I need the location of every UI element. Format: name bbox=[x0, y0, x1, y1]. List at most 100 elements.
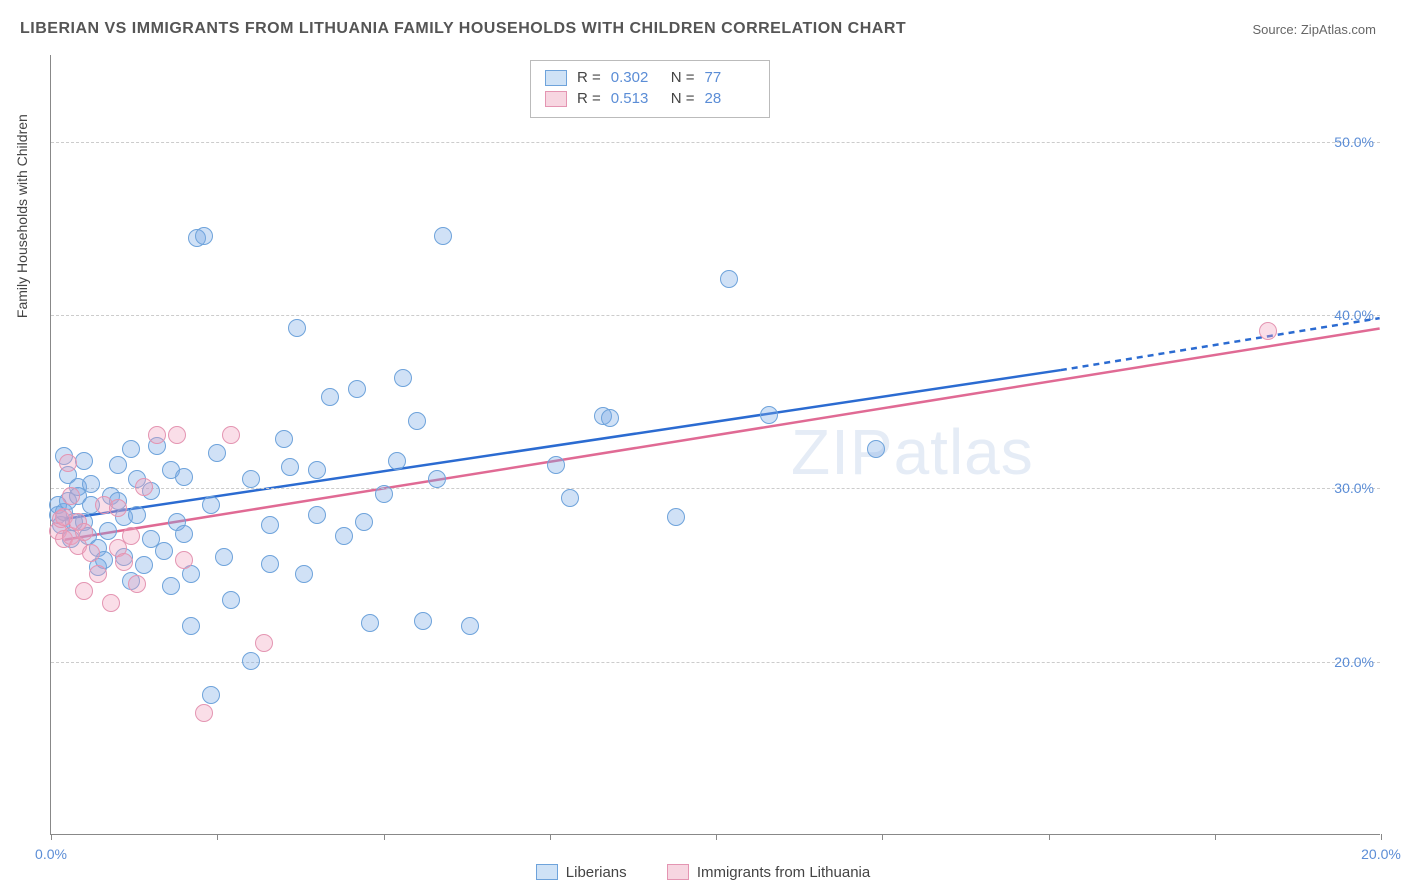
r-value-lithuania: 0.513 bbox=[611, 90, 661, 107]
data-point bbox=[288, 319, 306, 337]
data-point bbox=[601, 409, 619, 427]
data-point bbox=[75, 452, 93, 470]
grid-line bbox=[51, 315, 1380, 316]
y-axis-title: Family Households with Children bbox=[14, 114, 30, 318]
data-point bbox=[720, 270, 738, 288]
data-point bbox=[168, 426, 186, 444]
data-point bbox=[261, 555, 279, 573]
data-point bbox=[867, 440, 885, 458]
data-point bbox=[261, 516, 279, 534]
data-point bbox=[59, 454, 77, 472]
grid-line bbox=[51, 488, 1380, 489]
data-point bbox=[175, 525, 193, 543]
data-point bbox=[195, 704, 213, 722]
data-point bbox=[135, 556, 153, 574]
data-point bbox=[82, 544, 100, 562]
data-point bbox=[308, 506, 326, 524]
data-point bbox=[434, 227, 452, 245]
y-tick-label: 50.0% bbox=[1334, 134, 1382, 150]
x-tick bbox=[217, 834, 218, 840]
legend-item-lithuania: Immigrants from Lithuania bbox=[667, 864, 870, 881]
data-point bbox=[102, 594, 120, 612]
data-point bbox=[275, 430, 293, 448]
x-tick-label: 20.0% bbox=[1361, 846, 1401, 862]
r-label: R = bbox=[577, 69, 601, 86]
stats-row-lithuania: R = 0.513 N = 28 bbox=[545, 88, 755, 109]
chart-title: LIBERIAN VS IMMIGRANTS FROM LITHUANIA FA… bbox=[20, 20, 906, 38]
y-tick-label: 30.0% bbox=[1334, 480, 1382, 496]
data-point bbox=[561, 489, 579, 507]
data-point bbox=[122, 527, 140, 545]
data-point bbox=[414, 612, 432, 630]
data-point bbox=[89, 565, 107, 583]
data-point bbox=[122, 440, 140, 458]
data-point bbox=[242, 470, 260, 488]
data-point bbox=[99, 522, 117, 540]
data-point bbox=[760, 406, 778, 424]
data-point bbox=[128, 506, 146, 524]
source-prefix: Source: bbox=[1252, 22, 1300, 37]
trend-lines bbox=[51, 55, 1380, 834]
x-tick bbox=[1381, 834, 1382, 840]
data-point bbox=[109, 499, 127, 517]
data-point bbox=[388, 452, 406, 470]
data-point bbox=[375, 485, 393, 503]
legend-label-liberians: Liberians bbox=[566, 864, 627, 881]
data-point bbox=[361, 614, 379, 632]
legend-swatch-lithuania bbox=[667, 864, 689, 880]
data-point bbox=[394, 369, 412, 387]
data-point bbox=[155, 542, 173, 560]
data-point bbox=[255, 634, 273, 652]
data-point bbox=[175, 551, 193, 569]
data-point bbox=[62, 487, 80, 505]
legend-swatch-liberians bbox=[536, 864, 558, 880]
data-point bbox=[202, 686, 220, 704]
data-point bbox=[148, 426, 166, 444]
data-point bbox=[348, 380, 366, 398]
n-label: N = bbox=[671, 90, 695, 107]
data-point bbox=[202, 496, 220, 514]
data-point bbox=[135, 478, 153, 496]
data-point bbox=[222, 426, 240, 444]
data-point bbox=[215, 548, 233, 566]
data-point bbox=[428, 470, 446, 488]
plot-area: ZIPatlas 20.0%30.0%40.0%50.0%0.0%20.0% bbox=[50, 55, 1380, 835]
legend-label-lithuania: Immigrants from Lithuania bbox=[697, 864, 870, 881]
x-tick-label: 0.0% bbox=[35, 846, 67, 862]
data-point bbox=[461, 617, 479, 635]
data-point bbox=[82, 475, 100, 493]
y-tick-label: 20.0% bbox=[1334, 654, 1382, 670]
data-point bbox=[208, 444, 226, 462]
data-point bbox=[408, 412, 426, 430]
bottom-legend: Liberians Immigrants from Lithuania bbox=[0, 864, 1406, 885]
n-label: N = bbox=[671, 69, 695, 86]
source-name: ZipAtlas.com bbox=[1301, 22, 1376, 37]
data-point bbox=[295, 565, 313, 583]
x-tick bbox=[51, 834, 52, 840]
chart-container: LIBERIAN VS IMMIGRANTS FROM LITHUANIA FA… bbox=[0, 0, 1406, 892]
data-point bbox=[242, 652, 260, 670]
watermark: ZIPatlas bbox=[791, 415, 1034, 489]
data-point bbox=[115, 553, 133, 571]
n-value-liberians: 77 bbox=[705, 69, 755, 86]
data-point bbox=[355, 513, 373, 531]
data-point bbox=[281, 458, 299, 476]
x-tick bbox=[384, 834, 385, 840]
n-value-lithuania: 28 bbox=[705, 90, 755, 107]
data-point bbox=[1259, 322, 1277, 340]
r-label: R = bbox=[577, 90, 601, 107]
data-point bbox=[175, 468, 193, 486]
data-point bbox=[128, 575, 146, 593]
data-point bbox=[667, 508, 685, 526]
x-tick bbox=[716, 834, 717, 840]
data-point bbox=[547, 456, 565, 474]
data-point bbox=[195, 227, 213, 245]
grid-line bbox=[51, 142, 1380, 143]
r-value-liberians: 0.302 bbox=[611, 69, 661, 86]
data-point bbox=[222, 591, 240, 609]
y-tick-label: 40.0% bbox=[1334, 307, 1382, 323]
data-point bbox=[109, 456, 127, 474]
source-attribution: Source: ZipAtlas.com bbox=[1252, 22, 1376, 37]
x-tick bbox=[882, 834, 883, 840]
data-point bbox=[308, 461, 326, 479]
